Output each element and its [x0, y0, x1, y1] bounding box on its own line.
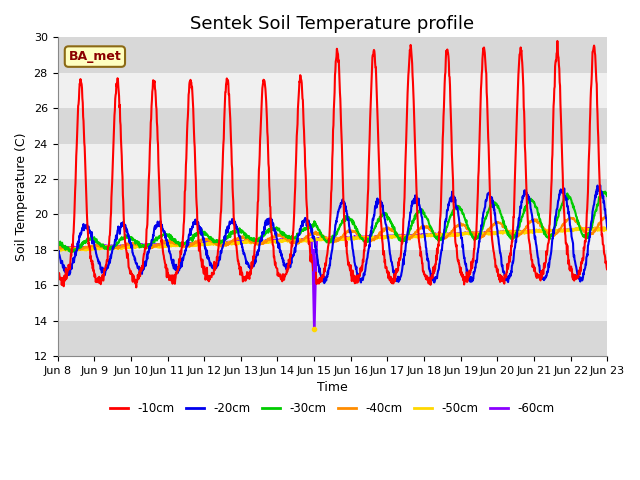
Bar — [58, 108, 607, 144]
Bar — [58, 37, 607, 73]
Bar — [58, 179, 607, 215]
Bar — [58, 321, 607, 356]
Text: BA_met: BA_met — [68, 50, 121, 63]
Bar — [58, 250, 607, 285]
Title: Sentek Soil Temperature profile: Sentek Soil Temperature profile — [191, 15, 474, 33]
X-axis label: Time: Time — [317, 381, 348, 394]
Y-axis label: Soil Temperature (C): Soil Temperature (C) — [15, 132, 28, 261]
Legend: -10cm, -20cm, -30cm, -40cm, -50cm, -60cm: -10cm, -20cm, -30cm, -40cm, -50cm, -60cm — [106, 398, 559, 420]
